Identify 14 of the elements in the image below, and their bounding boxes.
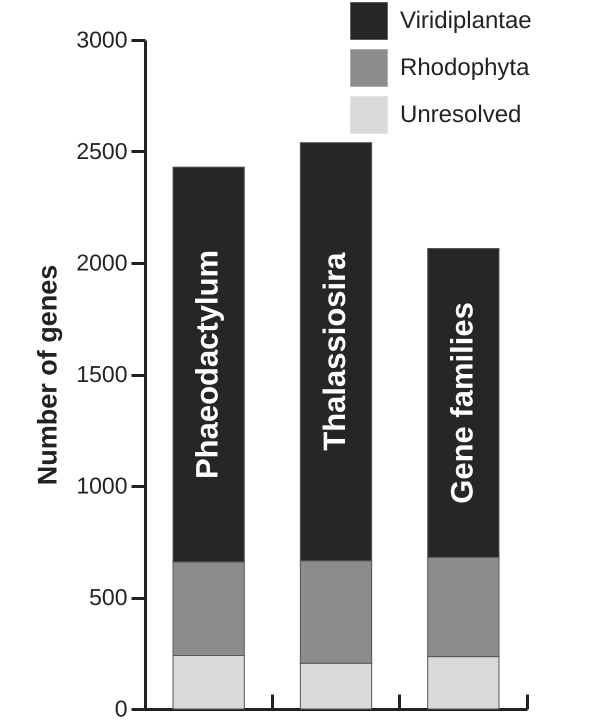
- y-tick-label: 2000: [76, 250, 128, 276]
- x-tick-label: Phaeodactylum: [190, 250, 225, 480]
- legend-label: Viridiplantae: [400, 7, 532, 34]
- x-tick-label: Gene families: [444, 302, 480, 504]
- y-tick-label: 1500: [76, 361, 128, 387]
- y-tick-label: 500: [89, 584, 128, 610]
- y-tick-label: 2500: [76, 138, 128, 164]
- y-tick-label: 3000: [76, 26, 128, 52]
- y-axis-title: Number of genes: [32, 264, 62, 486]
- legend-label: Unresolved: [400, 101, 522, 128]
- y-tick-label: 1000: [76, 472, 128, 498]
- y-tick-label: 0: [114, 696, 128, 722]
- x-tick-label: Thalassiosira: [317, 252, 352, 451]
- legend-label: Rhodophyta: [400, 54, 530, 81]
